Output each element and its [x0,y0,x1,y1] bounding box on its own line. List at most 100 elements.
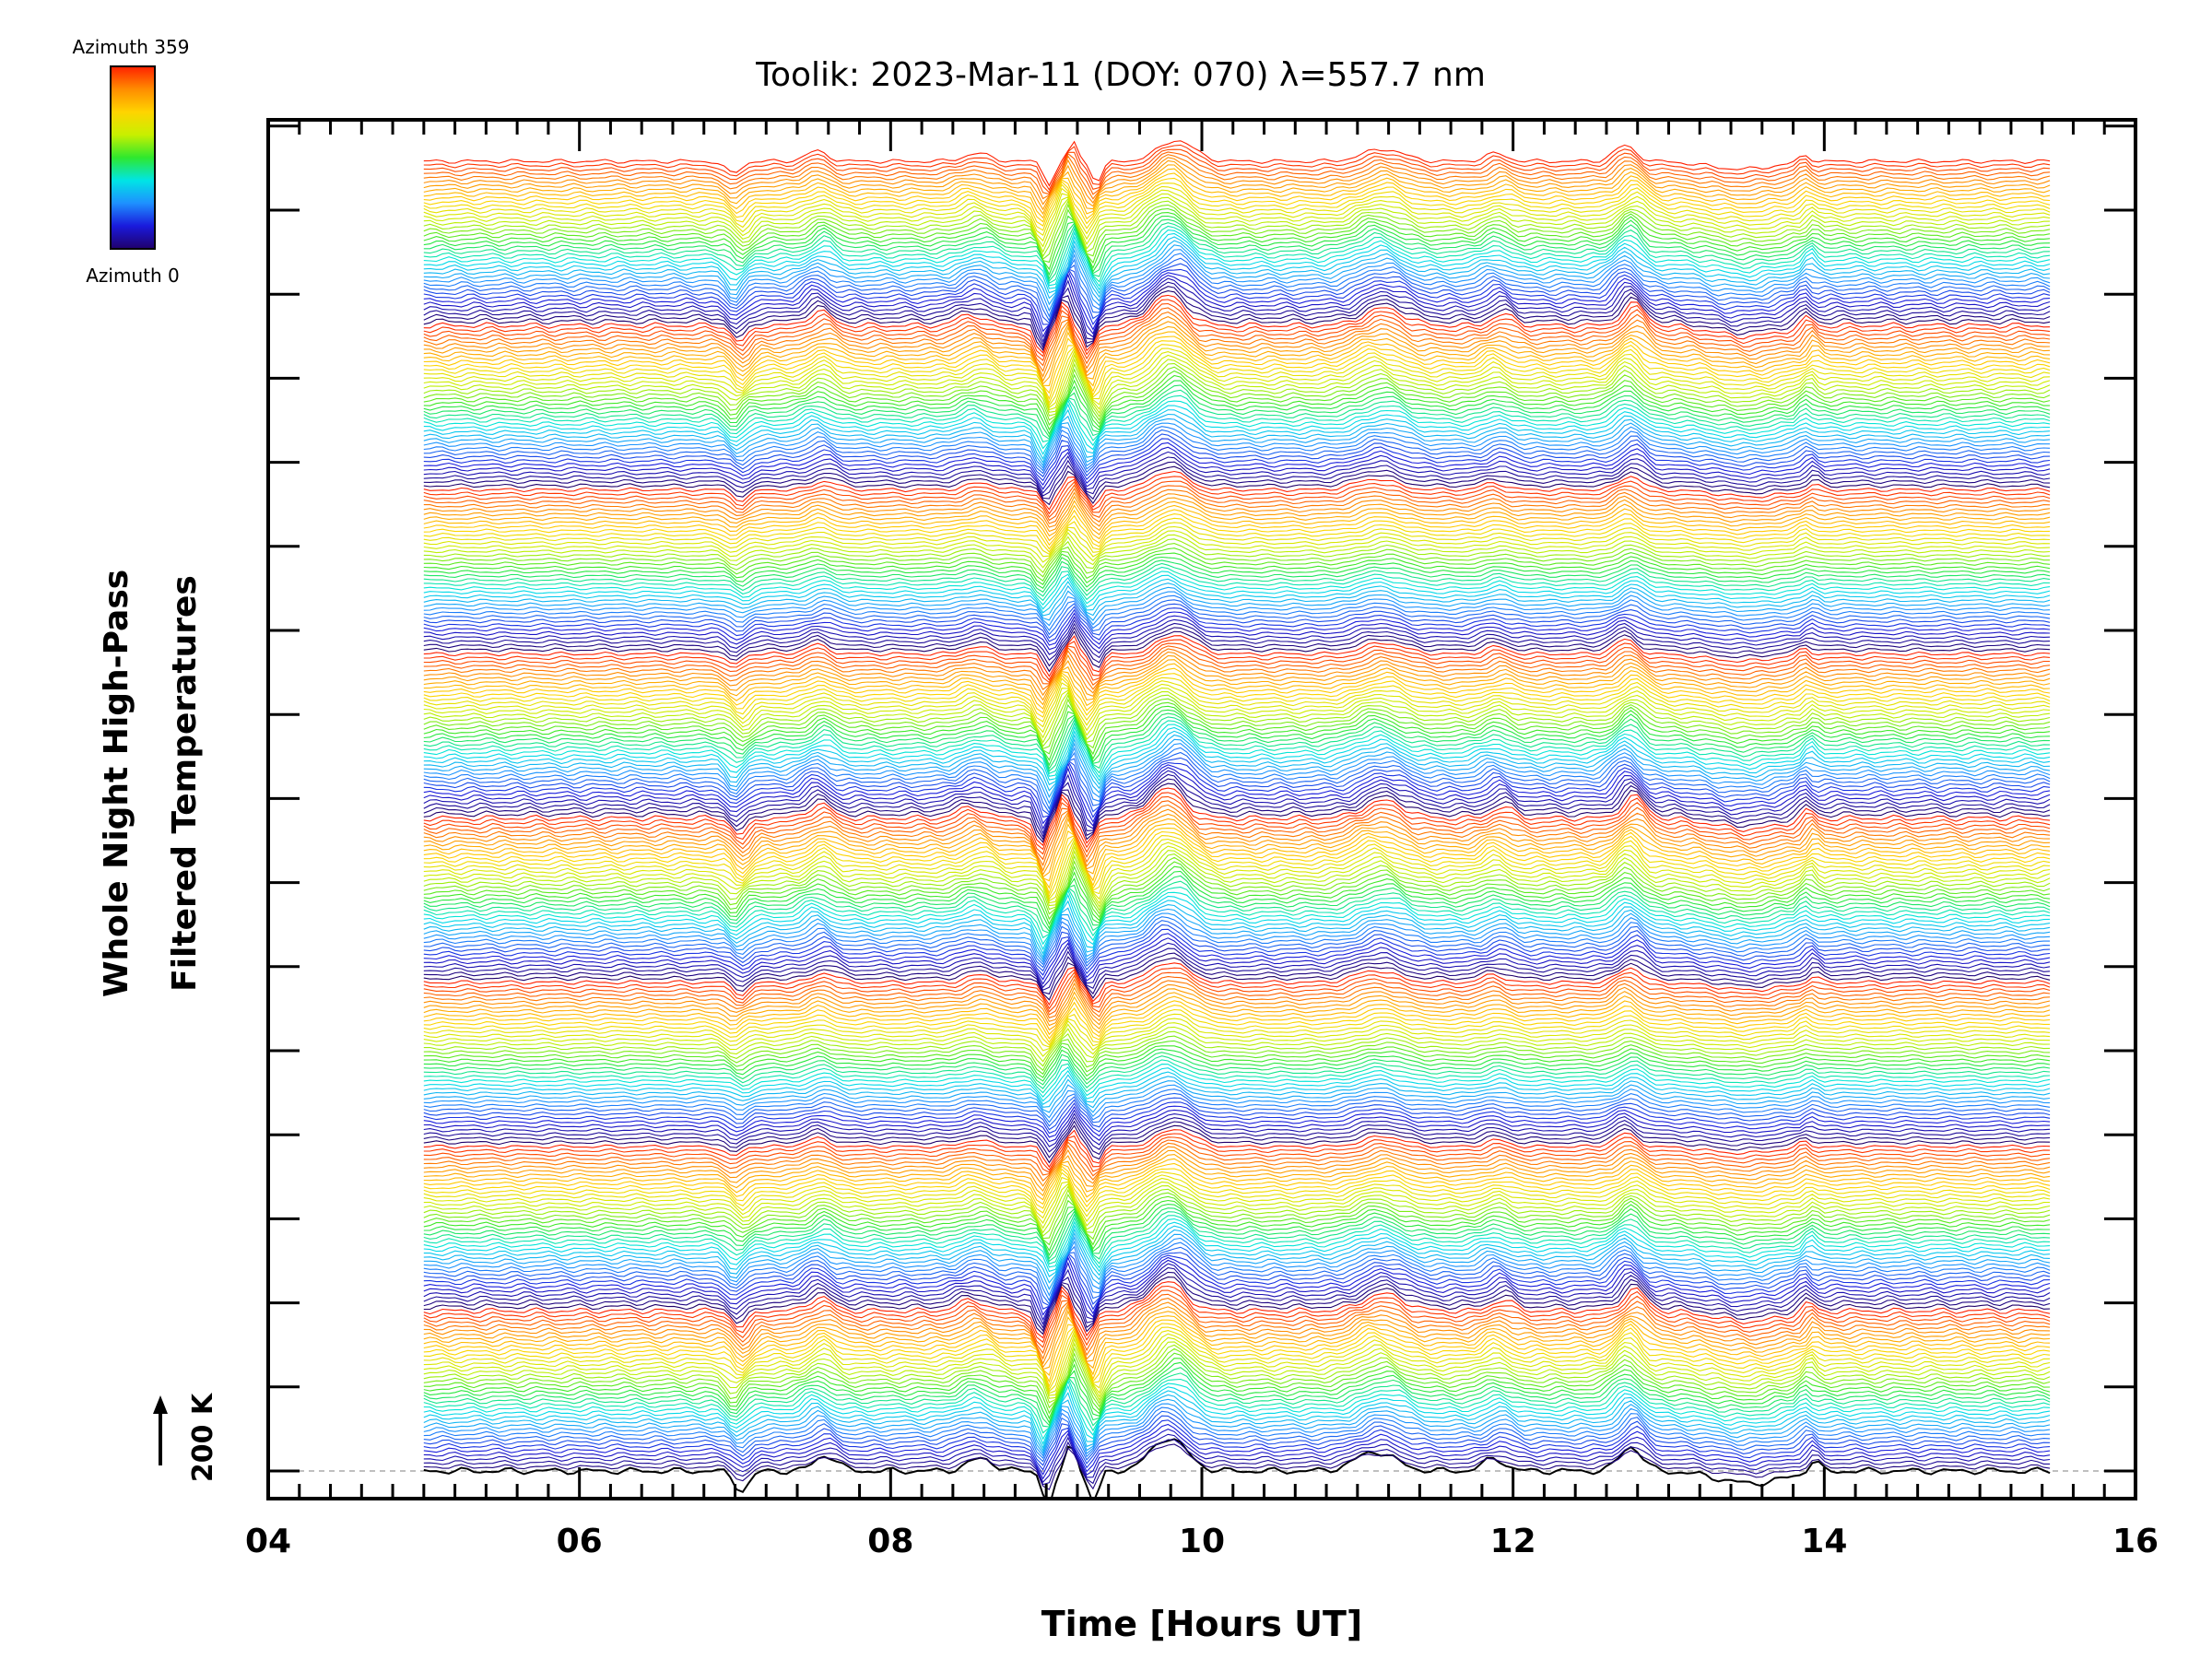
trace-line [423,861,2051,921]
trace-line [423,900,2051,955]
trace-line [423,1443,2051,1490]
trace-line [423,1097,2051,1131]
trace-line [423,1185,2051,1234]
x-axis-label: Time [Hours UT] [1041,1604,1363,1644]
trace-line [423,607,2051,642]
trace-line [423,1410,2051,1463]
trace-line [423,893,2051,951]
trace-line [423,1319,2051,1383]
trace-line [423,465,2051,506]
trace-line [423,1048,2051,1082]
trace-line [423,413,2051,464]
trace-line [423,476,2051,515]
trace-line [423,1005,2051,1043]
trace-line [423,1059,2051,1094]
trace-line [423,1030,2051,1067]
trace-line [423,823,2051,882]
trace-line [423,263,2051,324]
trace-line [423,1329,2051,1393]
trace-line [423,484,2051,522]
trace-line [423,273,2051,338]
trace-line [423,924,2051,972]
trace-line [423,1263,2051,1325]
trace-line [423,645,2051,687]
trace-line [423,1045,2051,1078]
trace-line [423,456,2051,497]
trace-line [423,154,2051,200]
trace-line [423,1158,2051,1201]
trace-line [423,229,2051,288]
trace-line [423,603,2051,639]
trace-line [423,1241,2051,1302]
trace-line [423,1347,2051,1409]
trace-line [423,157,2051,206]
trace-line [423,817,2051,878]
trace-line [423,887,2051,939]
trace-line [423,1379,2051,1441]
trace-line [423,525,2051,558]
trace-line [423,942,2051,989]
trace-line [423,761,2051,825]
trace-line [423,808,2051,872]
trace-line [423,344,2051,405]
trace-line [423,1181,2051,1230]
trace-line [423,240,2051,300]
trace-line [423,225,2051,285]
colorbar [110,65,156,250]
trace-line [423,1225,2051,1277]
trace-line [423,1105,2051,1138]
x-tick-label: 10 [1179,1523,1225,1560]
trace-line [423,1035,2051,1072]
trace-line [423,1281,2051,1339]
trace-line [423,530,2051,563]
trace-line [423,705,2051,761]
trace-line [423,599,2051,636]
trace-line [423,215,2051,276]
scale-arrow-icon [153,1395,168,1465]
trace-line [423,1266,2051,1329]
trace-line [423,1229,2051,1284]
trace-line [423,522,2051,556]
trace-line [423,838,2051,900]
trace-line [423,751,2051,814]
trace-line [423,429,2051,475]
trace-line [423,642,2051,684]
trace-line [423,433,2051,477]
trace-line [423,928,2051,976]
trace-line [423,1022,2051,1057]
trace-line [423,1207,2051,1260]
trace-line [423,933,2051,981]
trace-line [423,880,2051,935]
trace-line [423,1129,2051,1169]
trace-line [423,787,2051,847]
trace-line [423,1289,2051,1348]
trace-line [423,1008,2051,1046]
trace-line [423,726,2051,782]
trace-line [423,1298,2051,1360]
trace-line [423,1419,2051,1471]
trace-line [423,1372,2051,1428]
trace-line [423,543,2051,578]
trace-line [423,677,2051,723]
trace-line [423,813,2051,877]
trace-line [423,244,2051,306]
trace-line [423,1149,2051,1193]
trace-line [423,302,2051,361]
trace-line [423,418,2051,466]
trace-line [423,720,2051,774]
trace-line [423,1064,2051,1098]
x-tick-label: 16 [2112,1523,2159,1560]
trace-line [423,908,2051,961]
chart-title: Toolik: 2023-Mar-11 (DOY: 070) λ=557.7 n… [755,56,1486,94]
trace-line [423,1133,2051,1171]
trace-line [423,830,2051,895]
trace-line [423,701,2051,756]
trace-line [423,286,2051,349]
trace-line [423,782,2051,843]
trace-line [423,461,2051,500]
trace-line [423,615,2051,651]
trace-line [423,257,2051,323]
trace-line [423,690,2051,744]
trace-line [423,1154,2051,1197]
